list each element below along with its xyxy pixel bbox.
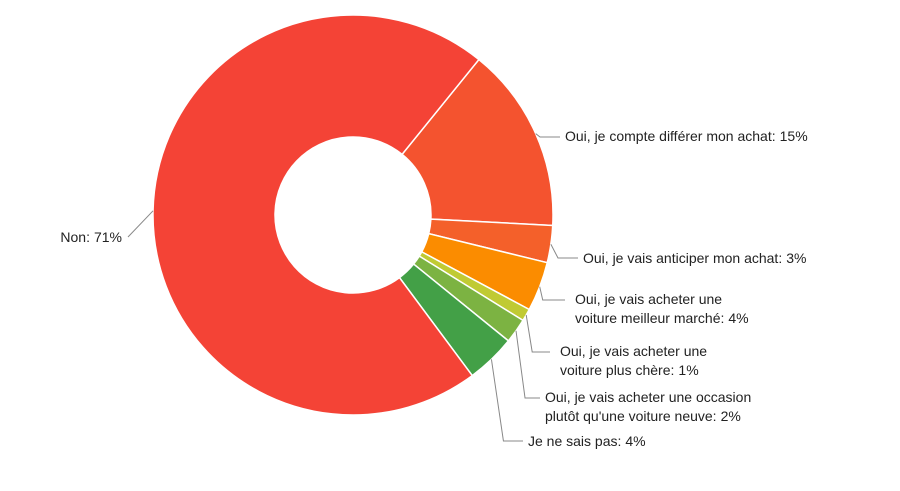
category-name: Oui, je vais acheter une voiture plus ch… — [560, 343, 708, 378]
slice-label: Oui, je vais acheter une voiture plus ch… — [560, 342, 750, 380]
leader-line — [525, 314, 550, 353]
value-label: 71% — [93, 229, 122, 245]
slice-label: Je ne sais pas: 4% — [528, 432, 728, 451]
leader-line — [539, 286, 565, 301]
donut-slice — [401, 58, 554, 227]
slice-label: Oui, je vais acheter une voiture meilleu… — [575, 290, 755, 328]
category-name: Oui, je vais anticiper mon achat: — [583, 250, 783, 266]
category-name: Je ne sais pas: — [528, 433, 622, 449]
category-name: Oui, je compte différer mon achat: — [565, 128, 776, 144]
value-label: 1% — [678, 362, 699, 378]
leader-line — [550, 243, 578, 259]
slice-label: Oui, je vais acheter une occasion plutôt… — [545, 388, 755, 426]
donut-slice — [152, 14, 480, 416]
category-name: Oui, je vais acheter une voiture meilleu… — [575, 291, 725, 326]
value-label: 4% — [625, 433, 646, 449]
slice-label: Oui, je vais anticiper mon achat: 3% — [583, 249, 883, 268]
leader-line — [127, 210, 154, 238]
category-name: Oui, je vais acheter une occasion plutôt… — [545, 389, 752, 424]
leader-line — [515, 330, 540, 399]
value-label: 15% — [779, 128, 808, 144]
leader-line — [490, 359, 523, 442]
slice-label: Non: 71% — [20, 228, 122, 247]
value-label: 4% — [728, 310, 749, 326]
slice-label: Oui, je compte différer mon achat: 15% — [565, 127, 885, 146]
value-label: 3% — [786, 250, 807, 266]
category-name: Non: — [60, 229, 90, 245]
value-label: 2% — [720, 408, 741, 424]
leader-line — [535, 133, 560, 138]
